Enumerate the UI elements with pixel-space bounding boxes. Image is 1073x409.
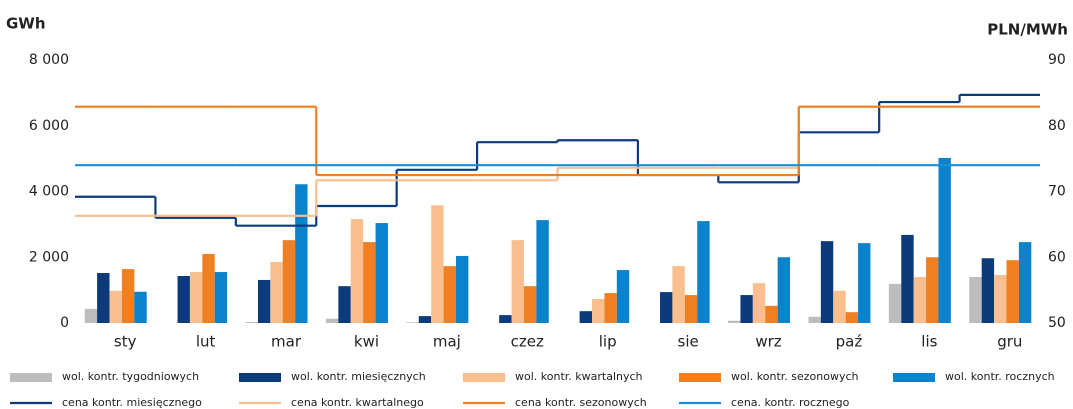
legend-swatch bbox=[893, 373, 935, 382]
legend-label: cena. kontr. rocznego bbox=[731, 396, 850, 409]
y2-tick-label: 60 bbox=[1048, 249, 1066, 265]
legend-swatch bbox=[463, 373, 505, 382]
legend-label: cena kontr. sezonowych bbox=[515, 396, 647, 409]
bar bbox=[270, 261, 283, 323]
bar bbox=[350, 219, 364, 323]
bar bbox=[845, 312, 859, 323]
x-tick-label: wrz bbox=[755, 333, 781, 351]
bar bbox=[579, 311, 593, 323]
bar bbox=[177, 275, 190, 323]
legend-label: wol. kontr. miesięcznych bbox=[291, 370, 426, 383]
x-tick-label: mar bbox=[271, 333, 302, 351]
bar bbox=[536, 220, 549, 323]
bar bbox=[684, 295, 698, 323]
bar bbox=[740, 295, 753, 323]
bar bbox=[969, 276, 982, 323]
y-tick-label: 4 000 bbox=[29, 184, 69, 200]
bar bbox=[913, 276, 927, 323]
bar bbox=[202, 253, 215, 323]
bar bbox=[938, 157, 951, 323]
bar bbox=[697, 221, 710, 323]
bar bbox=[406, 322, 419, 323]
bar bbox=[511, 240, 524, 323]
bar bbox=[765, 305, 778, 323]
bar bbox=[363, 242, 376, 323]
legend-label: cena kontr. miesięcznego bbox=[62, 396, 202, 409]
bar bbox=[499, 315, 512, 323]
y-tick-label: 2 000 bbox=[29, 249, 69, 265]
x-tick-label: paź bbox=[836, 333, 863, 351]
y-tick-label: 0 bbox=[60, 315, 69, 331]
legend-label: cena kontr. kwartalnego bbox=[291, 396, 424, 409]
bar bbox=[455, 255, 469, 323]
x-tick-label: gru bbox=[997, 333, 1022, 351]
bar bbox=[820, 241, 834, 323]
bar bbox=[338, 286, 351, 323]
bar bbox=[325, 318, 339, 323]
bar bbox=[189, 272, 203, 323]
legend-swatch bbox=[10, 373, 52, 382]
bar bbox=[282, 240, 296, 323]
bar bbox=[994, 275, 1007, 323]
bar bbox=[808, 316, 821, 323]
bar bbox=[109, 290, 122, 323]
x-tick-label: czez bbox=[511, 333, 544, 351]
y2-tick-label: 80 bbox=[1048, 118, 1066, 134]
y-tick-label: 6 000 bbox=[29, 118, 69, 134]
bar bbox=[523, 286, 537, 323]
bar bbox=[134, 291, 147, 323]
bar bbox=[257, 279, 271, 323]
bar bbox=[981, 258, 995, 323]
bar bbox=[1006, 260, 1019, 323]
bar bbox=[858, 243, 871, 323]
bar bbox=[245, 322, 258, 323]
bar bbox=[84, 308, 98, 323]
bar bbox=[660, 292, 673, 323]
legend-label: wol. kontr. tygodniowych bbox=[62, 370, 199, 383]
bar bbox=[833, 290, 846, 323]
y2-tick-label: 50 bbox=[1048, 315, 1066, 331]
bar bbox=[1018, 242, 1032, 323]
bar bbox=[121, 269, 135, 323]
y-axis-label: GWh bbox=[6, 15, 46, 33]
bar bbox=[888, 283, 902, 323]
bar bbox=[616, 270, 630, 323]
y2-tick-label: 70 bbox=[1048, 184, 1066, 200]
x-tick-label: lut bbox=[196, 333, 216, 351]
x-tick-label: sie bbox=[678, 333, 699, 351]
bar bbox=[418, 316, 432, 323]
bar bbox=[295, 184, 308, 323]
y2-tick-label: 90 bbox=[1048, 52, 1066, 68]
bar bbox=[431, 205, 444, 323]
bar bbox=[443, 266, 456, 323]
x-tick-label: kwi bbox=[354, 333, 379, 351]
bar bbox=[604, 293, 617, 323]
y2-axis-label: PLN/MWh bbox=[987, 21, 1068, 39]
bar bbox=[728, 320, 741, 323]
bar bbox=[752, 283, 766, 323]
legend-swatch bbox=[679, 373, 721, 382]
bar bbox=[214, 272, 228, 323]
bar bbox=[592, 299, 605, 323]
x-tick-label: lip bbox=[599, 333, 617, 351]
y-tick-label: 8 000 bbox=[29, 52, 69, 68]
bar bbox=[97, 273, 110, 323]
x-tick-label: maj bbox=[433, 333, 461, 351]
x-tick-label: sty bbox=[114, 333, 137, 351]
bar bbox=[375, 223, 388, 323]
legend-label: wol. kontr. sezonowych bbox=[731, 370, 859, 383]
bar bbox=[672, 266, 685, 323]
legend-swatch bbox=[239, 373, 281, 382]
legend-label: wol. kontr. rocznych bbox=[945, 370, 1055, 383]
bar bbox=[901, 234, 914, 323]
legend-label: wol. kontr. kwartalnych bbox=[515, 370, 643, 383]
bar bbox=[777, 257, 791, 323]
bar bbox=[926, 257, 939, 323]
x-tick-label: lis bbox=[921, 333, 937, 351]
